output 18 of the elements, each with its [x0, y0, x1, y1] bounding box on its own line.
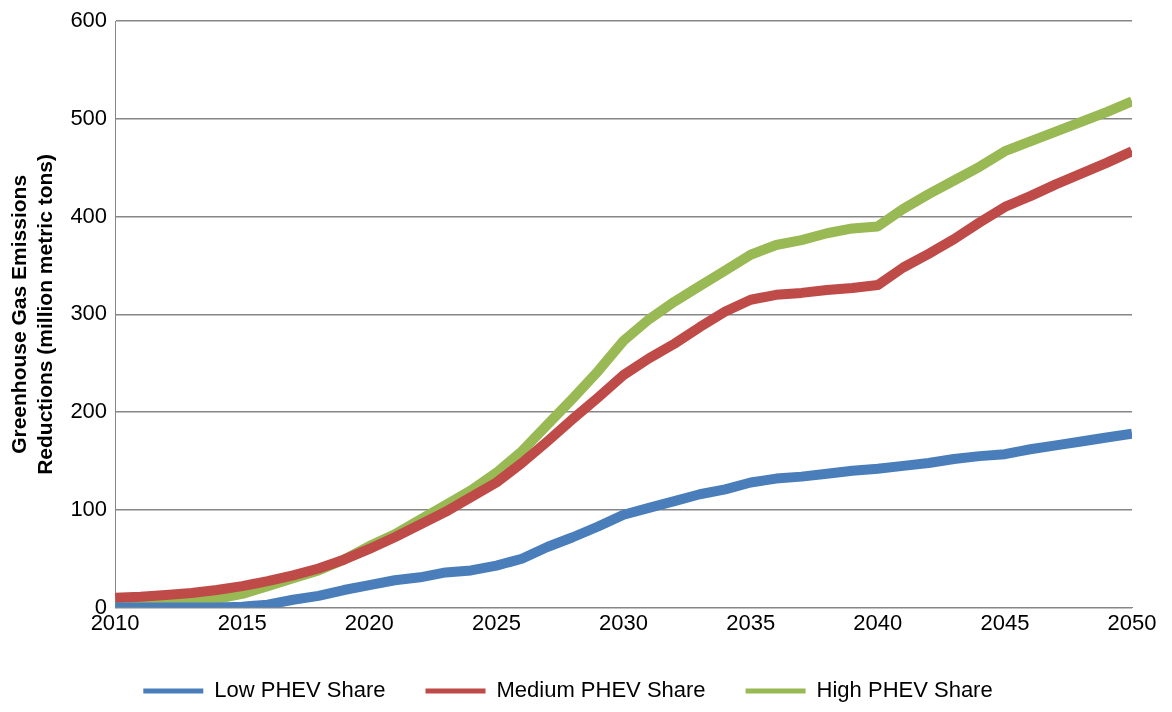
- y-tick-label: 300: [70, 300, 108, 326]
- legend-label: High PHEV Share: [816, 677, 993, 703]
- legend-label: Low PHEV Share: [214, 677, 386, 703]
- x-tick-label: 2025: [471, 609, 521, 635]
- legend-label: Medium PHEV Share: [496, 677, 706, 703]
- y-tick-label: 400: [70, 202, 108, 228]
- y-tick-label: 200: [70, 398, 108, 424]
- y-axis-title: Greenhouse Gas Emissions Reductions (million metric tons): [7, 153, 56, 475]
- x-tick-label: 2030: [599, 609, 649, 635]
- x-tick-label: 2035: [726, 609, 776, 635]
- y-tick-label: 500: [70, 105, 108, 130]
- x-tick-label: 2040: [853, 609, 903, 635]
- x-tick-label: 2015: [217, 609, 267, 635]
- x-tick-label: 2050: [1107, 609, 1157, 635]
- y-tick-label: 100: [70, 495, 108, 521]
- y-tick-label: 600: [70, 7, 108, 33]
- x-tick-label: 2020: [344, 609, 394, 635]
- x-tick-label: 2045: [980, 609, 1030, 635]
